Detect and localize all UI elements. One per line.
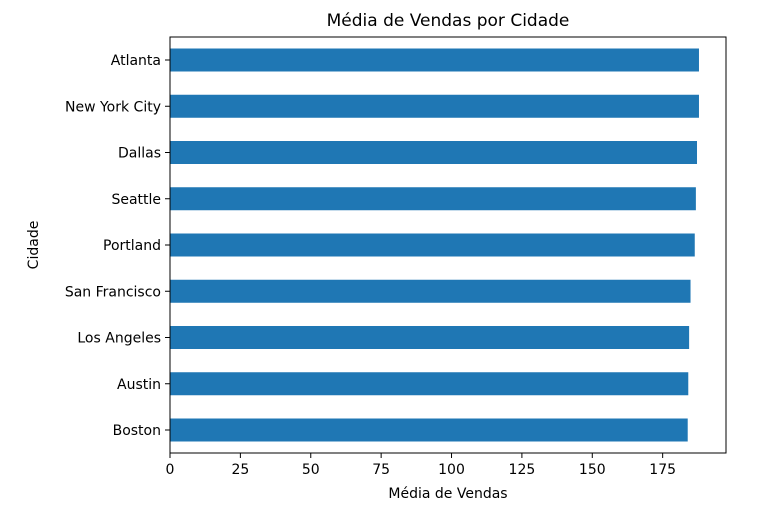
bar-dallas	[170, 141, 698, 164]
bar-boston	[170, 418, 688, 442]
y-tick-label-seattle: Seattle	[111, 192, 161, 208]
x-axis: 0 25 50 75 100 125 150 175	[166, 453, 676, 478]
x-tick-label-175: 175	[649, 462, 676, 478]
bar-san-francisco	[170, 279, 691, 303]
bar-new-york-city	[170, 94, 699, 118]
y-tick-label-portland: Portland	[103, 238, 161, 254]
x-tick-label-100: 100	[438, 462, 465, 478]
y-axis-label: Cidade	[26, 221, 42, 270]
x-axis-label: Média de Vendas	[388, 486, 507, 502]
plot-frame	[169, 36, 727, 454]
bar-seattle	[170, 187, 696, 211]
x-tick-label-25: 25	[231, 462, 249, 478]
x-tick-label-150: 150	[579, 462, 606, 478]
y-tick-label-los-angeles: Los Angeles	[77, 331, 161, 347]
y-tick-label-new-york-city: New York City	[65, 99, 161, 115]
y-tick-label-dallas: Dallas	[118, 146, 161, 162]
y-tick-label-atlanta: Atlanta	[111, 53, 161, 69]
x-tick-label-50: 50	[302, 462, 320, 478]
x-tick-label-75: 75	[372, 462, 390, 478]
y-axis: Atlanta New York City Dallas Seattle Portlan…	[65, 53, 170, 439]
bars-group	[170, 48, 699, 442]
bar-portland	[170, 233, 695, 257]
y-tick-label-san-francisco: San Francisco	[65, 284, 161, 300]
bar-atlanta	[170, 48, 699, 72]
bar-los-angeles	[170, 326, 690, 349]
y-tick-label-austin: Austin	[117, 377, 161, 393]
chart-title: Média de Vendas por Cidade	[327, 11, 570, 31]
bar-austin	[170, 372, 689, 396]
y-tick-label-boston: Boston	[113, 423, 161, 439]
x-tick-label-125: 125	[509, 462, 536, 478]
x-tick-label-0: 0	[166, 462, 175, 478]
